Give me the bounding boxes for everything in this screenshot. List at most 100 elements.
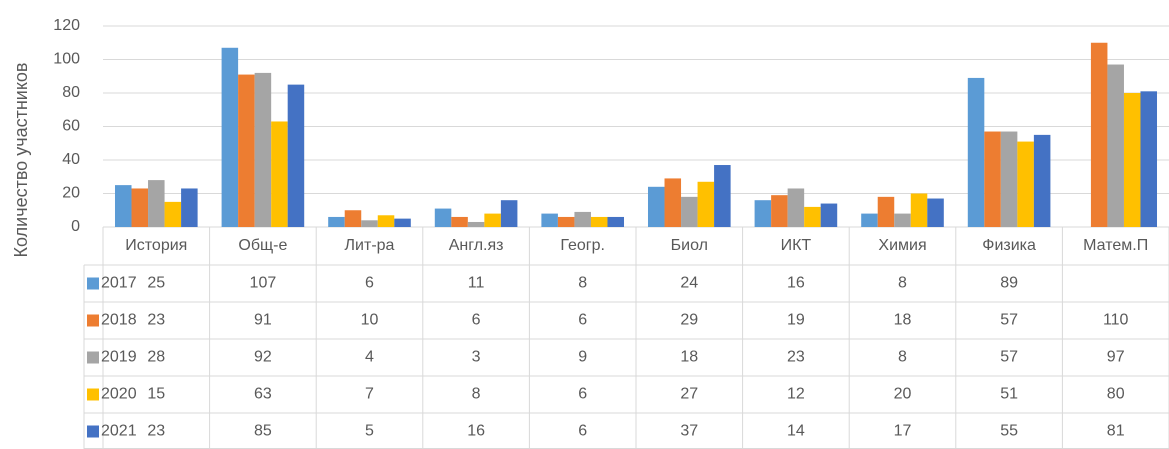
table-cell: 15 (147, 386, 165, 403)
table-cell: 5 (365, 423, 374, 440)
y-tick-label: 40 (62, 151, 80, 168)
bar (1017, 141, 1034, 227)
bar (681, 196, 698, 227)
table-cell: 37 (680, 423, 698, 440)
x-tick-label: Геогр. (560, 237, 605, 254)
bar (877, 196, 895, 227)
table-cell: 18 (894, 312, 912, 329)
bar (1107, 64, 1124, 228)
table-cell: 8 (578, 275, 587, 292)
table-cell: 80 (1107, 386, 1125, 403)
legend-label: 2018 (101, 312, 137, 329)
x-tick-label: Общ-е (238, 237, 287, 254)
bar (1000, 131, 1018, 227)
legend-key (87, 277, 99, 290)
bar (967, 77, 985, 227)
y-tick-label: 20 (62, 185, 80, 202)
table-cell: 7 (365, 386, 374, 403)
y-axis-label: Количество участников (11, 63, 31, 258)
bar (451, 216, 468, 227)
table-cell: 11 (468, 275, 485, 292)
y-tick-label: 120 (53, 17, 80, 34)
x-tick-label: Биол (671, 237, 708, 254)
table-cell: 85 (254, 423, 272, 440)
table-cell: 25 (147, 275, 165, 292)
table-cell: 19 (787, 312, 805, 329)
bar (287, 84, 305, 227)
table-cell: 12 (787, 386, 805, 403)
bar (541, 213, 558, 227)
bar (574, 211, 591, 227)
table-cell: 16 (787, 275, 805, 292)
table-cell: 89 (1000, 275, 1018, 292)
bar (697, 181, 715, 227)
bar (664, 178, 682, 227)
x-tick-label: Англ.яз (449, 237, 504, 254)
table-cell: 28 (147, 349, 165, 366)
table-cell: 3 (472, 349, 481, 366)
bar (484, 213, 501, 227)
x-tick-label: Химия (878, 237, 926, 254)
table-cell: 6 (365, 275, 374, 292)
bar (910, 193, 928, 227)
bar (467, 221, 485, 227)
table-cell: 23 (147, 423, 165, 440)
table-cell: 23 (147, 312, 165, 329)
table-cell: 6 (578, 312, 587, 329)
legend-label: 2017 (101, 275, 137, 292)
table-cell: 18 (680, 349, 698, 366)
y-tick-label: 80 (62, 84, 80, 101)
bar (394, 218, 411, 227)
bar (254, 72, 272, 228)
x-tick-label: Лит-ра (345, 237, 395, 254)
bar (377, 215, 395, 227)
table-cell: 9 (578, 349, 587, 366)
x-tick-label: Физика (982, 237, 1036, 254)
table-cell: 24 (680, 275, 698, 292)
table-cell: 8 (472, 386, 481, 403)
table-cell: 51 (1000, 386, 1018, 403)
legend-key (87, 314, 99, 327)
bar (984, 131, 1001, 227)
bar (328, 216, 345, 227)
bar (500, 200, 518, 227)
bar (804, 206, 821, 227)
y-tick-label: 100 (53, 51, 80, 68)
bar (894, 213, 911, 227)
bar (148, 180, 165, 227)
bar (754, 200, 772, 227)
bar (927, 198, 944, 227)
table-cell: 17 (894, 423, 912, 440)
table-cell: 81 (1107, 423, 1125, 440)
x-tick-label: Матем.П (1083, 237, 1148, 254)
y-tick-label: 0 (71, 218, 80, 235)
table-cell: 8 (898, 275, 907, 292)
table-cell: 55 (1000, 423, 1018, 440)
bar (271, 121, 288, 227)
legend-key (87, 388, 99, 401)
bar (861, 213, 878, 227)
bar (607, 216, 625, 227)
table-cell: 57 (1000, 312, 1018, 329)
table-cell: 110 (1103, 312, 1129, 329)
bar (344, 210, 362, 227)
bar (714, 165, 731, 227)
table-cell: 107 (250, 275, 277, 292)
table-cell: 27 (680, 386, 698, 403)
bar (238, 74, 255, 227)
bar (771, 195, 788, 227)
bar (131, 188, 149, 227)
table-cell: 92 (254, 349, 272, 366)
table-cell: 14 (787, 423, 805, 440)
bar (1033, 134, 1051, 227)
bar (221, 47, 239, 228)
bar (181, 188, 198, 227)
bar (1140, 91, 1158, 227)
table-cell: 6 (578, 423, 587, 440)
legend-key (87, 351, 99, 364)
table-cell: 20 (894, 386, 912, 403)
legend-label: 2019 (101, 349, 137, 366)
y-tick-label: 60 (62, 118, 80, 135)
table-cell: 97 (1107, 349, 1125, 366)
